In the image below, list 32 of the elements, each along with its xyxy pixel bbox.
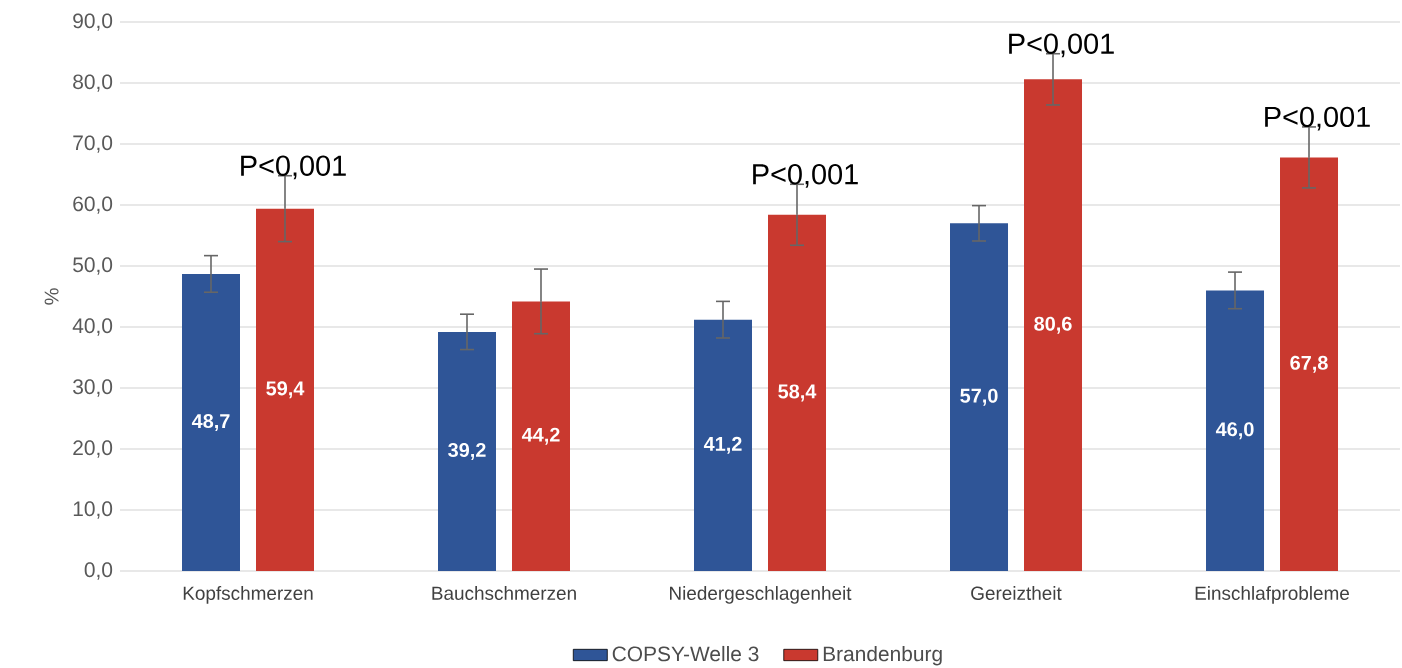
y-tick-label: 50,0 [73,257,113,275]
y-tick-label: 70,0 [73,135,113,153]
y-tick-label: 20,0 [73,440,113,458]
data-label: 80,6 [1034,316,1072,334]
x-tick-label: Niedergeschlagenheit [670,586,852,604]
data-label: 59,4 [266,381,305,399]
data-label: 46,0 [1215,422,1254,440]
data-label: 67,8 [1290,355,1328,373]
y-axis-title: % [44,288,59,305]
data-label: 41,2 [703,436,742,454]
data-label: 58,4 [778,384,817,402]
data-label: 39,2 [448,442,486,460]
y-tick-label: 60,0 [73,196,113,214]
y-tick-label: 40,0 [72,318,113,336]
y-tick-label: 90,0 [73,13,113,31]
y-tick-label: 10,0 [73,501,113,519]
x-tick-label: Gereiztheit [971,586,1062,600]
annotation: P<0,001 [1009,33,1114,58]
data-label: 44,2 [521,427,560,445]
x-tick-label: Einschlafprobleme [1195,586,1349,604]
y-tick-label: 0,0 [84,562,113,580]
annotation: P<0,001 [1265,106,1370,131]
y-tick-label: 30,0 [73,379,113,397]
annotation: P<0,001 [753,163,858,188]
x-tick-label: Kopfschmerzen [183,586,313,604]
data-label: 57,0 [960,388,998,406]
y-tick-label: 80,0 [73,74,113,92]
legend-label: Brandenburg [823,645,942,666]
x-tick-label: Bauchschmerzen [432,586,576,600]
legend-label: COPSY-Welle 3 [612,645,759,662]
data-label: 48,7 [191,413,230,431]
annotation: P<0,001 [241,155,346,180]
